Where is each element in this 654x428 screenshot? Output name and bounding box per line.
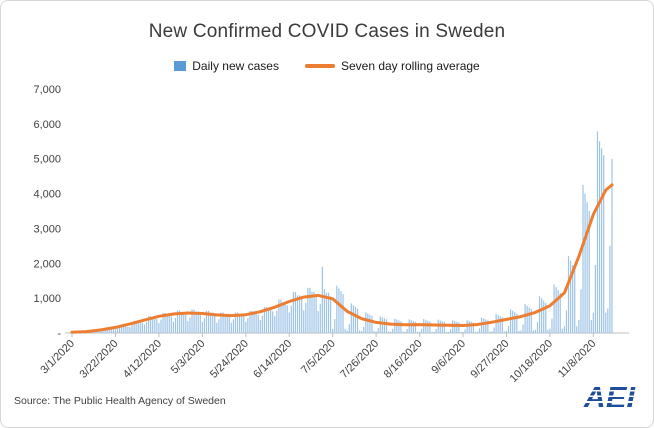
legend-item-daily-cases: Daily new cases — [174, 59, 279, 73]
svg-text:5/24/2020: 5/24/2020 — [208, 338, 251, 381]
svg-text:6/14/2020: 6/14/2020 — [251, 338, 294, 381]
svg-text:11/8/2020: 11/8/2020 — [556, 338, 599, 381]
svg-text:7/26/2020: 7/26/2020 — [338, 338, 381, 381]
svg-text:10/18/2020: 10/18/2020 — [508, 338, 555, 385]
svg-text:3,000: 3,000 — [33, 223, 61, 235]
svg-text:9/6/2020: 9/6/2020 — [429, 338, 468, 377]
svg-text:5/3/2020: 5/3/2020 — [169, 338, 208, 377]
line-swatch-icon — [304, 64, 335, 68]
svg-text:7/5/2020: 7/5/2020 — [299, 338, 338, 377]
chart-title: New Confirmed COVID Cases in Sweden — [148, 21, 506, 42]
svg-text:3/1/2020: 3/1/2020 — [38, 338, 77, 377]
x-axis-labels: 3/1/2020 3/22/2020 4/12/2020 5/3/2020 5/24/2… — [38, 333, 598, 385]
svg-text:4/12/2020: 4/12/2020 — [121, 338, 164, 381]
svg-text:7,000: 7,000 — [33, 84, 61, 96]
legend-label-daily-cases: Daily new cases — [192, 59, 279, 73]
chart-plot: - 1,000 2,000 3,000 4,000 5,000 6,000 7,000 3/1/… — [33, 84, 629, 385]
svg-text:6,000: 6,000 — [33, 119, 61, 131]
svg-text:1,000: 1,000 — [33, 293, 61, 305]
svg-text:2,000: 2,000 — [33, 258, 61, 270]
aei-logo-text: AEI — [583, 380, 635, 415]
svg-text:-: - — [57, 328, 61, 340]
legend-item-rolling-average: Seven day rolling average — [304, 59, 480, 73]
bar-swatch-icon — [174, 61, 187, 71]
svg-text:8/16/2020: 8/16/2020 — [382, 338, 425, 381]
svg-text:4,000: 4,000 — [33, 189, 61, 201]
aei-logo: AEI — [581, 380, 637, 415]
rolling-average-line — [70, 183, 614, 334]
y-axis-labels: - 1,000 2,000 3,000 4,000 5,000 6,000 7,000 — [33, 84, 61, 340]
legend-label-rolling-average: Seven day rolling average — [340, 59, 480, 73]
svg-text:5,000: 5,000 — [33, 154, 61, 166]
svg-text:3/22/2020: 3/22/2020 — [78, 338, 121, 381]
svg-text:9/27/2020: 9/27/2020 — [469, 338, 512, 381]
source-note: Source: The Public Health Agency of Swed… — [14, 395, 226, 407]
bars-series — [71, 131, 613, 333]
chart-legend: Daily new cases Seven day rolling averag… — [1, 59, 653, 73]
